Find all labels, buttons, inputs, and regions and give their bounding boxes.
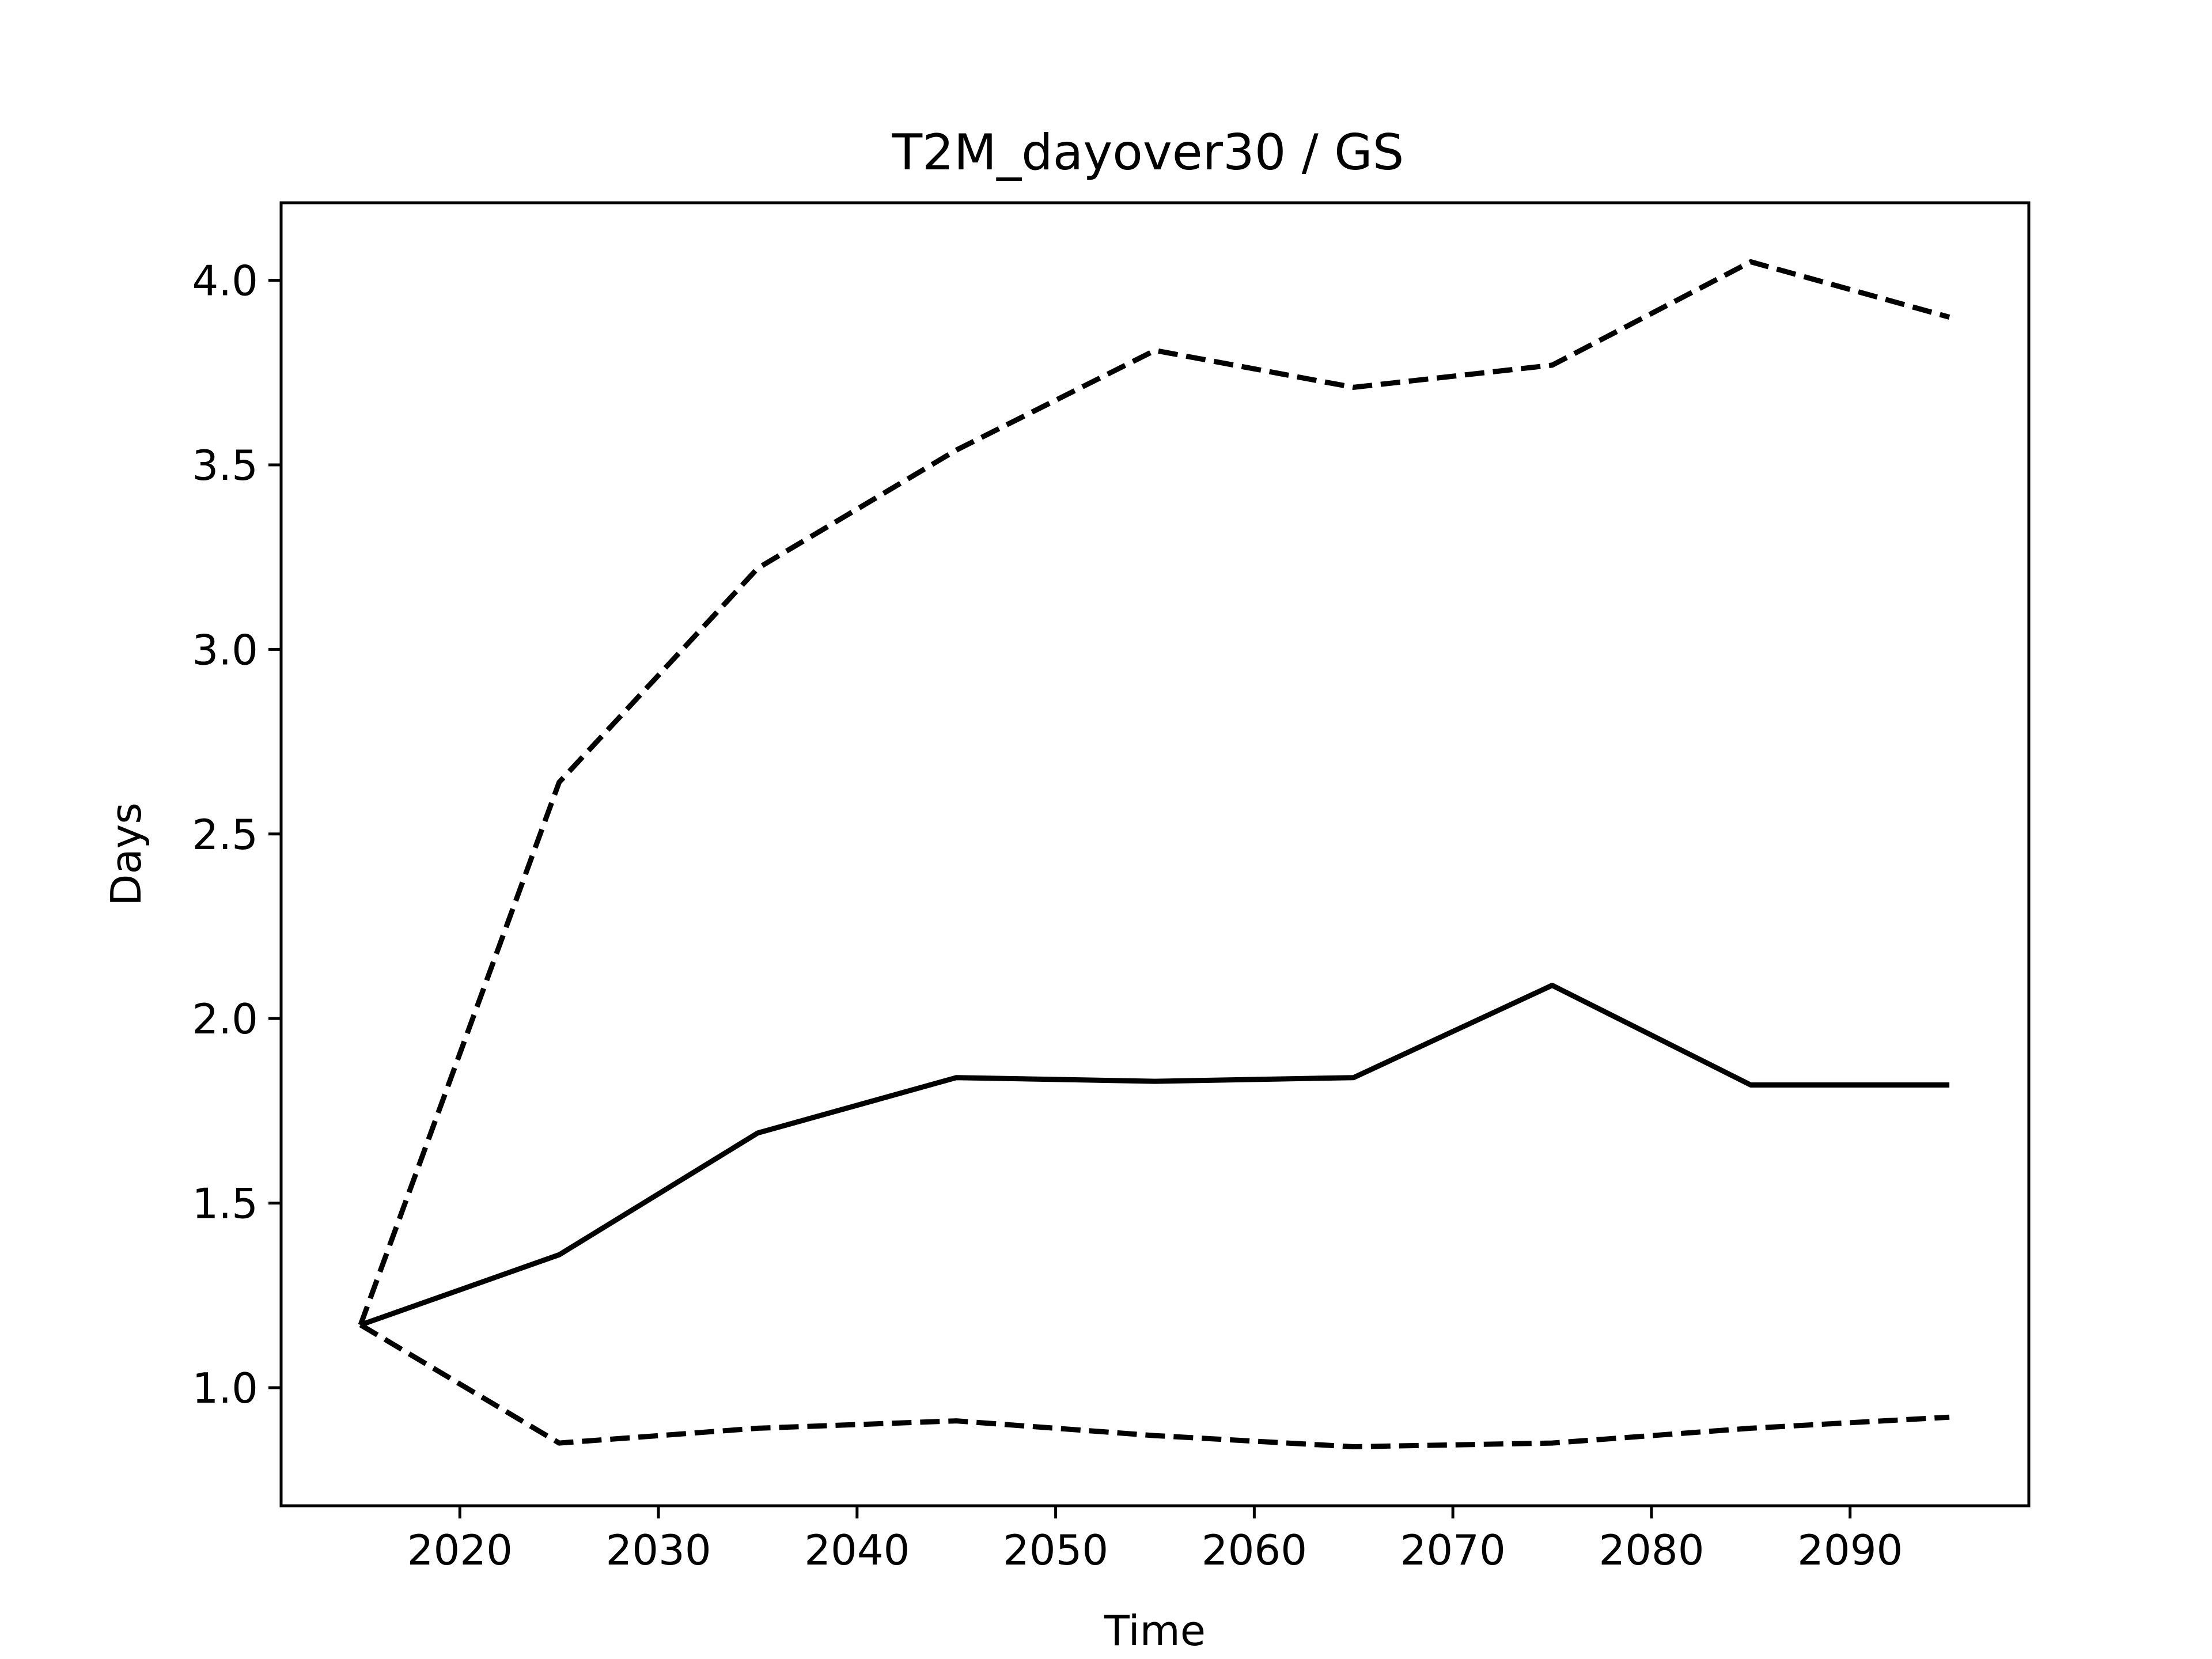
y-axis-label: Days	[102, 802, 150, 906]
series-line-1-dashed	[358, 259, 1950, 1326]
y-tick-label: 1.0	[192, 1364, 258, 1412]
y-tick-label: 4.0	[192, 257, 258, 305]
x-tick-label: 2060	[1202, 1526, 1307, 1574]
series-line-3-dashed	[359, 1323, 1950, 1449]
y-tick-label: 3.5	[192, 441, 258, 490]
y-tick-label: 1.5	[192, 1180, 258, 1228]
x-axis: 2020 2030 2040 2050 2060 2070 2080 2090	[407, 1506, 1903, 1574]
x-tick-label: 2030	[605, 1526, 711, 1574]
chart-title: T2M_dayover30 / GS	[892, 124, 1404, 181]
x-tick-label: 2050	[1003, 1526, 1108, 1574]
x-tick-label: 2040	[804, 1526, 910, 1574]
x-tick-label: 2080	[1599, 1526, 1704, 1574]
series-layer	[358, 259, 1950, 1449]
y-tick-label: 3.0	[192, 626, 258, 674]
x-tick-label: 2070	[1400, 1526, 1506, 1574]
x-tick-label: 2020	[407, 1526, 513, 1574]
y-tick-label: 2.0	[192, 995, 258, 1043]
y-tick-label: 2.5	[192, 810, 258, 859]
x-axis-label: Time	[1104, 1607, 1206, 1655]
x-tick-label: 2090	[1797, 1526, 1903, 1574]
plot-frame	[279, 201, 2031, 1508]
y-axis: 1.0 1.5 2.0 2.5 3.0 3.5 4.0	[192, 257, 281, 1412]
series-line-2-solid	[359, 983, 1950, 1328]
